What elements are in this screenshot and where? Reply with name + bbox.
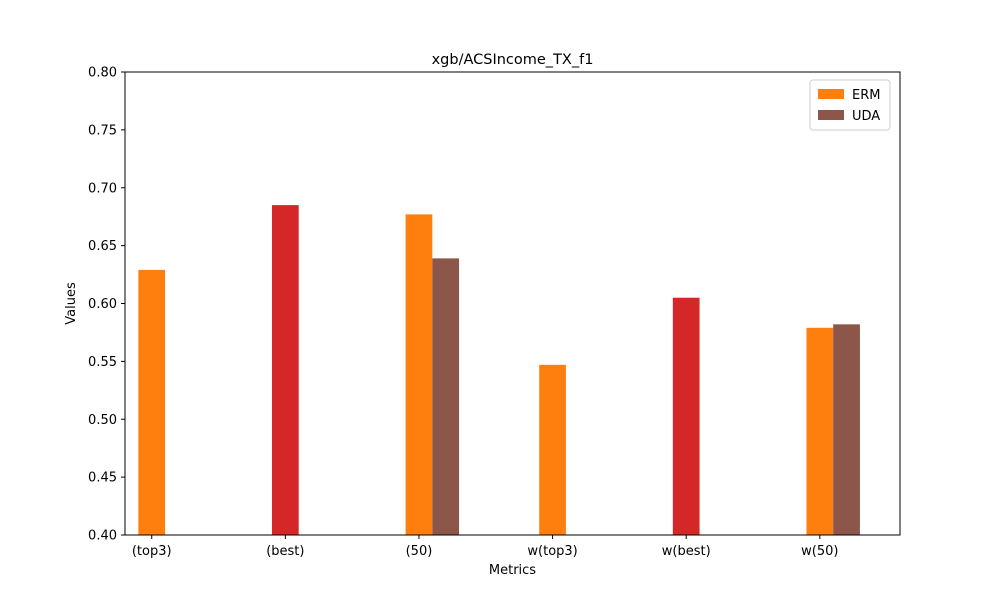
legend-swatch-erm	[818, 89, 844, 99]
y-tick-label: 0.50	[88, 413, 117, 428]
y-tick-label: 0.80	[88, 66, 117, 81]
y-tick-label: 0.45	[88, 471, 117, 486]
bar-wtop3-left	[539, 364, 566, 535]
bar-w50-right	[833, 324, 860, 535]
x-tick-label: w(50)	[801, 544, 838, 559]
y-tick-label: 0.40	[88, 529, 117, 544]
legend-label-erm: ERM	[852, 88, 880, 103]
y-tick-label: 0.65	[88, 239, 117, 254]
x-tick-label: (50)	[406, 544, 433, 559]
y-tick-label: 0.60	[88, 297, 117, 312]
y-tick-label: 0.55	[88, 355, 117, 370]
x-axis-label: Metrics	[489, 563, 536, 578]
bar-50-right	[432, 258, 460, 535]
bar-top3-left	[138, 269, 166, 535]
y-tick-label: 0.70	[88, 181, 117, 196]
y-axis: 0.40 0.45 0.50 0.55 0.60 0.65 0.70 0.75 0.80	[88, 66, 125, 544]
y-axis-label: Values	[64, 282, 79, 325]
bar-wbest-left	[672, 297, 700, 535]
legend: ERM UDA	[809, 79, 891, 131]
chart-title: xgb/ACSIncome_TX_f1	[432, 52, 594, 68]
x-tick-label: w(top3)	[527, 544, 577, 559]
bar-best-left	[271, 205, 299, 536]
y-tick-label: 0.75	[88, 123, 117, 138]
legend-label-uda: UDA	[852, 109, 880, 124]
x-tick-label: (best)	[266, 544, 304, 559]
bar-50-left	[405, 214, 433, 535]
x-axis: (top3) (best) (50) w(top3) w(best) w(50)	[132, 535, 838, 559]
x-tick-label: w(best)	[662, 544, 711, 559]
plot-area	[124, 71, 901, 536]
legend-swatch-uda	[818, 110, 844, 120]
bar-w50-left	[806, 327, 834, 535]
x-tick-label: (top3)	[132, 544, 172, 559]
